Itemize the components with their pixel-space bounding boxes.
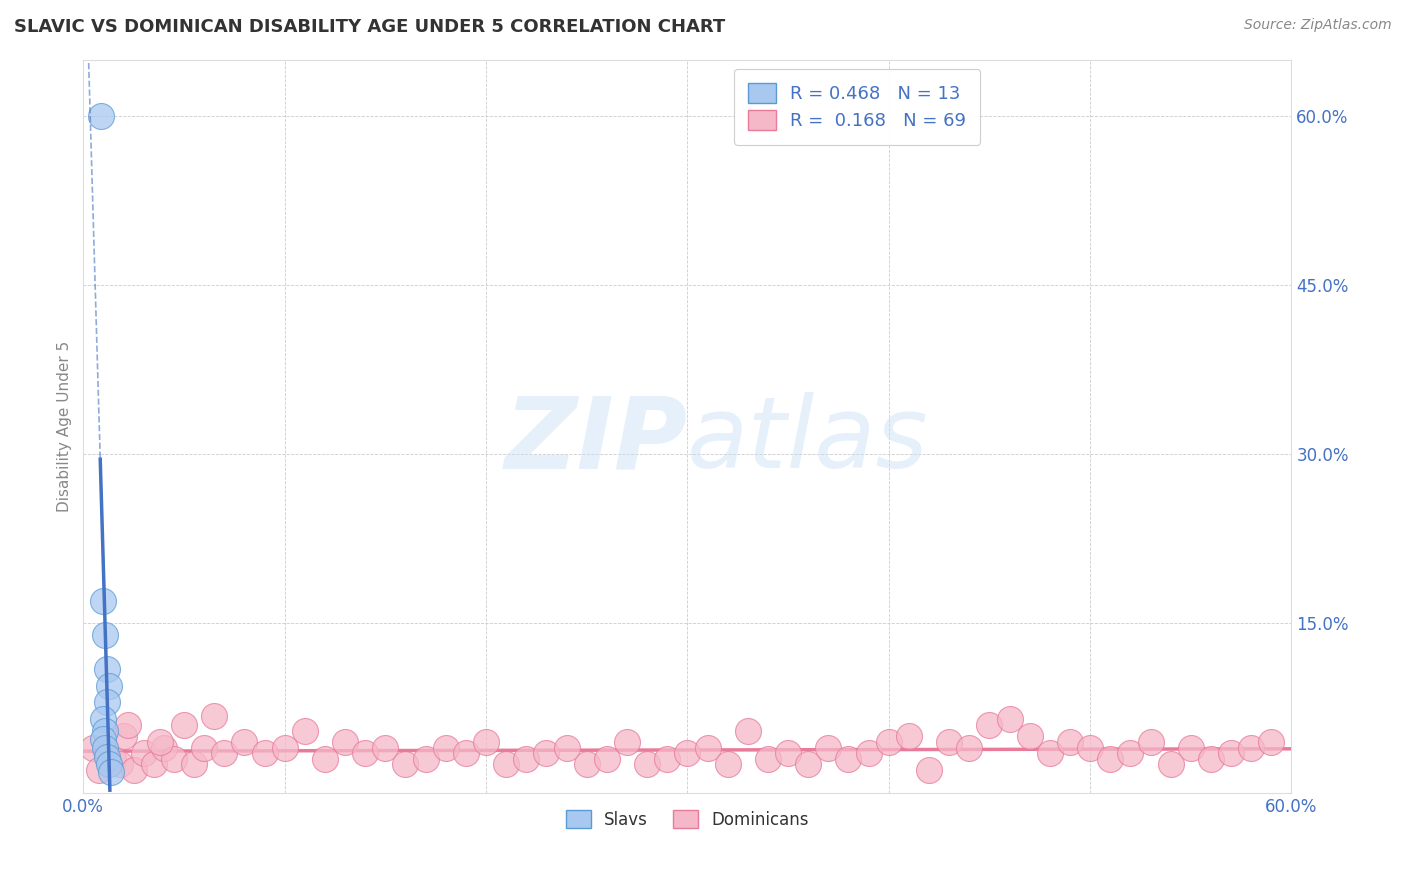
- Point: [555, 740, 578, 755]
- Point: [202, 709, 225, 723]
- Point: [1059, 735, 1081, 749]
- Point: [837, 752, 859, 766]
- Point: [616, 735, 638, 749]
- Point: [475, 735, 498, 749]
- Point: [877, 735, 900, 749]
- Point: [132, 746, 155, 760]
- Point: [596, 752, 619, 766]
- Point: [1180, 740, 1202, 755]
- Point: [112, 729, 135, 743]
- Point: [96, 695, 118, 709]
- Legend: Slavs, Dominicans: Slavs, Dominicans: [560, 804, 815, 836]
- Point: [253, 746, 276, 760]
- Point: [354, 746, 377, 760]
- Point: [98, 679, 121, 693]
- Point: [173, 718, 195, 732]
- Point: [1099, 752, 1122, 766]
- Point: [1220, 746, 1243, 760]
- Point: [163, 752, 186, 766]
- Point: [1240, 740, 1263, 755]
- Y-axis label: Disability Age Under 5: Disability Age Under 5: [58, 341, 72, 512]
- Point: [1139, 735, 1161, 749]
- Point: [96, 749, 118, 764]
- Point: [1199, 752, 1222, 766]
- Point: [676, 746, 699, 760]
- Point: [94, 723, 117, 738]
- Point: [394, 757, 416, 772]
- Text: Source: ZipAtlas.com: Source: ZipAtlas.com: [1244, 18, 1392, 32]
- Point: [96, 662, 118, 676]
- Point: [797, 757, 820, 772]
- Point: [117, 718, 139, 732]
- Point: [183, 757, 205, 772]
- Point: [575, 757, 598, 772]
- Point: [93, 712, 115, 726]
- Point: [94, 628, 117, 642]
- Text: SLAVIC VS DOMINICAN DISABILITY AGE UNDER 5 CORRELATION CHART: SLAVIC VS DOMINICAN DISABILITY AGE UNDER…: [14, 18, 725, 36]
- Point: [212, 746, 235, 760]
- Point: [717, 757, 740, 772]
- Point: [82, 740, 104, 755]
- Point: [1119, 746, 1142, 760]
- Point: [98, 757, 121, 772]
- Point: [94, 740, 117, 755]
- Point: [938, 735, 960, 749]
- Text: ZIP: ZIP: [505, 392, 688, 490]
- Point: [93, 594, 115, 608]
- Point: [696, 740, 718, 755]
- Point: [149, 735, 172, 749]
- Point: [858, 746, 880, 760]
- Point: [817, 740, 839, 755]
- Point: [957, 740, 980, 755]
- Point: [776, 746, 799, 760]
- Point: [415, 752, 437, 766]
- Point: [333, 735, 356, 749]
- Point: [93, 731, 115, 746]
- Point: [1078, 740, 1101, 755]
- Point: [89, 763, 111, 777]
- Point: [142, 757, 165, 772]
- Point: [897, 729, 920, 743]
- Point: [100, 765, 122, 780]
- Point: [233, 735, 256, 749]
- Point: [657, 752, 679, 766]
- Point: [153, 740, 176, 755]
- Point: [96, 746, 118, 760]
- Point: [1039, 746, 1062, 760]
- Point: [273, 740, 295, 755]
- Point: [918, 763, 941, 777]
- Point: [515, 752, 537, 766]
- Point: [998, 712, 1021, 726]
- Point: [108, 757, 131, 772]
- Point: [1160, 757, 1182, 772]
- Point: [1018, 729, 1040, 743]
- Point: [454, 746, 477, 760]
- Point: [193, 740, 215, 755]
- Point: [636, 757, 658, 772]
- Point: [90, 109, 112, 123]
- Point: [103, 752, 125, 766]
- Point: [495, 757, 517, 772]
- Point: [737, 723, 759, 738]
- Point: [756, 752, 779, 766]
- Text: atlas: atlas: [688, 392, 929, 490]
- Point: [1260, 735, 1282, 749]
- Point: [536, 746, 558, 760]
- Point: [314, 752, 336, 766]
- Point: [122, 763, 145, 777]
- Point: [374, 740, 396, 755]
- Point: [979, 718, 1001, 732]
- Point: [294, 723, 316, 738]
- Point: [434, 740, 457, 755]
